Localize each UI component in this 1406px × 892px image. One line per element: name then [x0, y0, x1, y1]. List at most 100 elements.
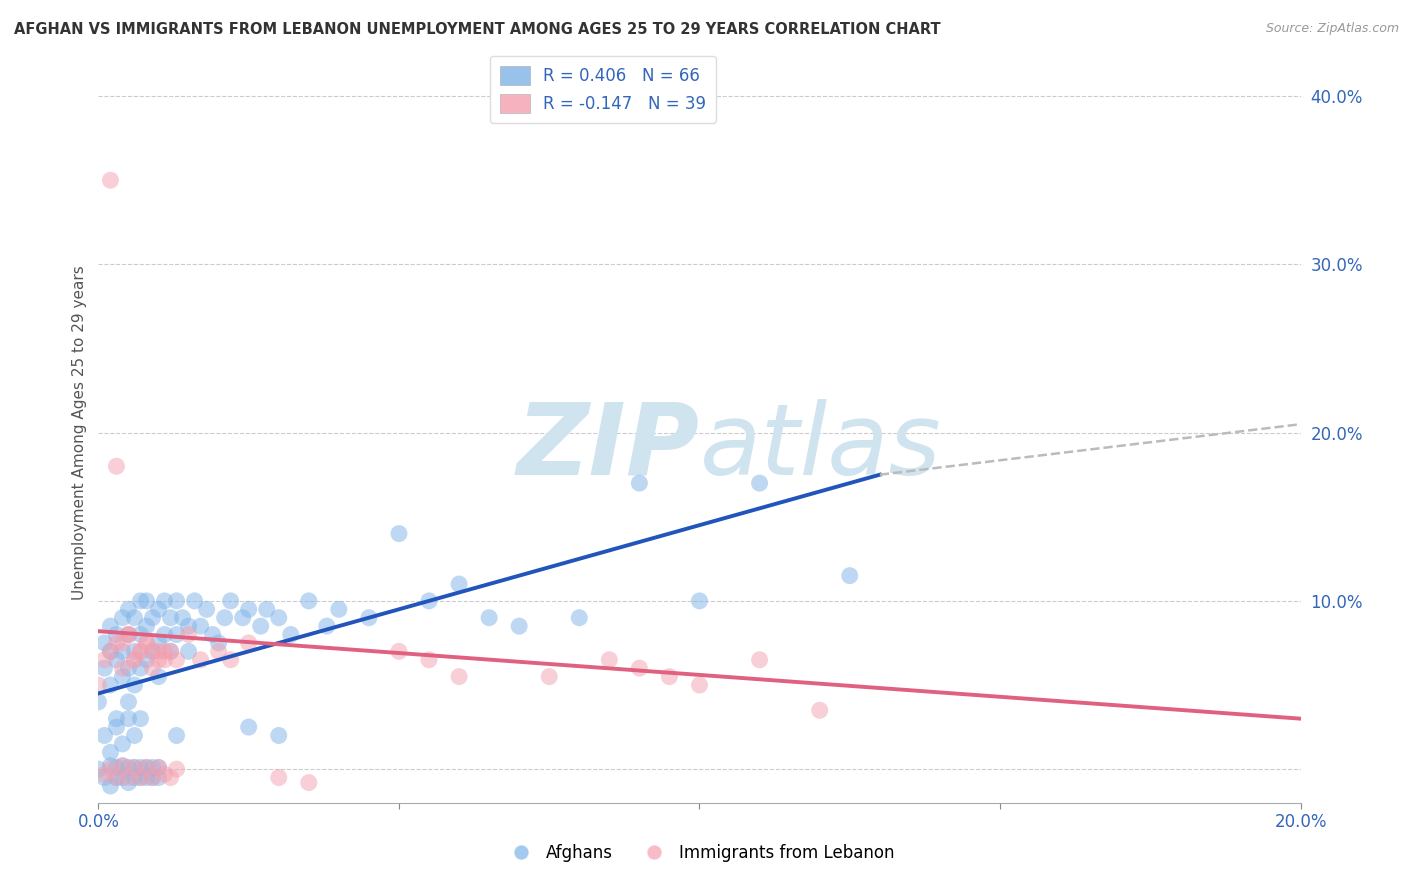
Point: [214, 611, 236, 625]
Point: [238, 636, 260, 650]
Point: [111, 611, 134, 625]
Point: [141, 771, 163, 785]
Y-axis label: Unemployment Among Ages 25 to 29 years: Unemployment Among Ages 25 to 29 years: [72, 265, 87, 600]
Point: [447, 670, 470, 684]
Point: [280, 627, 302, 641]
Point: [141, 760, 163, 774]
Point: [357, 611, 380, 625]
Point: [100, 173, 122, 187]
Point: [105, 771, 128, 785]
Point: [190, 653, 212, 667]
Point: [148, 653, 170, 667]
Point: [129, 661, 152, 675]
Point: [153, 627, 176, 641]
Point: [111, 758, 134, 772]
Point: [148, 636, 170, 650]
Point: [388, 644, 411, 658]
Point: [105, 459, 128, 474]
Point: [117, 661, 139, 675]
Point: [93, 636, 115, 650]
Point: [201, 627, 224, 641]
Point: [105, 712, 128, 726]
Point: [100, 644, 122, 658]
Point: [135, 594, 157, 608]
Point: [141, 644, 163, 658]
Point: [159, 611, 181, 625]
Point: [135, 760, 157, 774]
Point: [166, 594, 188, 608]
Point: [105, 771, 128, 785]
Point: [135, 653, 157, 667]
Point: [141, 644, 163, 658]
Point: [159, 644, 181, 658]
Point: [135, 636, 157, 650]
Point: [159, 644, 181, 658]
Point: [87, 695, 110, 709]
Point: [117, 771, 139, 785]
Point: [100, 644, 122, 658]
Point: [628, 661, 651, 675]
Point: [124, 729, 146, 743]
Point: [105, 653, 128, 667]
Text: atlas: atlas: [700, 399, 941, 496]
Point: [172, 611, 194, 625]
Point: [267, 611, 290, 625]
Point: [93, 767, 115, 781]
Point: [148, 602, 170, 616]
Point: [256, 602, 278, 616]
Point: [177, 619, 200, 633]
Point: [87, 678, 110, 692]
Point: [177, 644, 200, 658]
Point: [124, 771, 146, 785]
Point: [124, 760, 146, 774]
Point: [141, 771, 163, 785]
Point: [148, 760, 170, 774]
Point: [298, 594, 321, 608]
Point: [87, 762, 110, 776]
Point: [129, 760, 152, 774]
Point: [135, 760, 157, 774]
Point: [111, 758, 134, 772]
Point: [100, 779, 122, 793]
Point: [100, 745, 122, 759]
Point: [748, 476, 770, 491]
Point: [208, 636, 231, 650]
Point: [166, 762, 188, 776]
Point: [658, 670, 681, 684]
Point: [249, 619, 271, 633]
Point: [153, 594, 176, 608]
Point: [93, 653, 115, 667]
Point: [117, 627, 139, 641]
Point: [328, 602, 350, 616]
Point: [135, 619, 157, 633]
Point: [568, 611, 591, 625]
Point: [267, 729, 290, 743]
Point: [183, 594, 205, 608]
Point: [135, 636, 157, 650]
Point: [166, 653, 188, 667]
Text: AFGHAN VS IMMIGRANTS FROM LEBANON UNEMPLOYMENT AMONG AGES 25 TO 29 YEARS CORRELA: AFGHAN VS IMMIGRANTS FROM LEBANON UNEMPL…: [14, 22, 941, 37]
Point: [267, 771, 290, 785]
Point: [388, 526, 411, 541]
Point: [689, 678, 711, 692]
Point: [100, 678, 122, 692]
Point: [124, 653, 146, 667]
Point: [177, 627, 200, 641]
Point: [93, 661, 115, 675]
Point: [129, 644, 152, 658]
Point: [111, 636, 134, 650]
Point: [538, 670, 561, 684]
Point: [153, 767, 176, 781]
Point: [598, 653, 620, 667]
Point: [748, 653, 770, 667]
Point: [129, 771, 152, 785]
Point: [117, 627, 139, 641]
Point: [124, 611, 146, 625]
Point: [219, 653, 242, 667]
Point: [111, 737, 134, 751]
Point: [148, 644, 170, 658]
Point: [100, 758, 122, 772]
Point: [628, 476, 651, 491]
Point: [129, 594, 152, 608]
Point: [148, 771, 170, 785]
